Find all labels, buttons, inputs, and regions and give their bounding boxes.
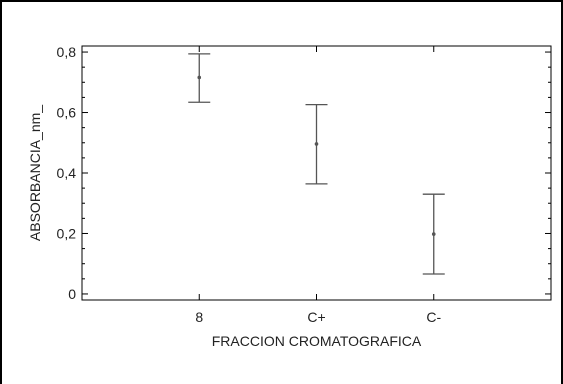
mean-point [314,142,319,146]
y-tick-label: 0,2 [57,225,77,241]
x-tick-label: 8 [195,309,203,325]
x-axis-label: FRACCION CROMATOGRAFICA [212,333,422,349]
mean-point [197,75,202,80]
mean-point [431,232,436,236]
x-tick-label: C- [426,309,441,325]
y-tick-label: 0,6 [57,105,77,121]
y-tick-label: 0,8 [57,44,77,60]
x-tick-label: C+ [307,309,325,325]
error-bars [188,53,445,275]
x-axis-ticks: 8 C+ C- [195,46,441,325]
y-axis-label: ABSORBANCIA_nm_ [27,105,43,241]
y-tick-label: 0 [68,286,76,302]
y-tick-label: 0,4 [57,165,77,181]
y-axis-ticks: 0 0,2 0,4 0,6 0,8 [57,44,551,302]
